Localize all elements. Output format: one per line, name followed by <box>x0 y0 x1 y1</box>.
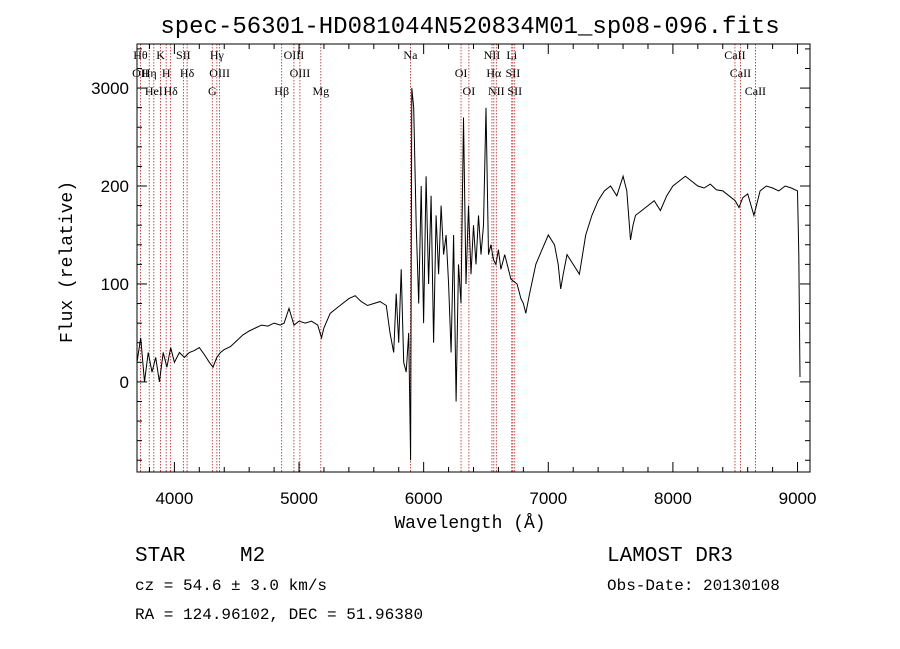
marker-label: Hη <box>142 66 157 80</box>
coordinates-text: RA = 124.96102, DEC = 51.96380 <box>135 606 423 624</box>
y-tick-label: 0 <box>120 373 129 392</box>
marker-label: G <box>208 84 217 98</box>
y-axis-ticks: 0 100 200 3000 <box>91 48 810 461</box>
marker-label: Hβ <box>274 84 289 98</box>
marker-label: OIII <box>284 48 305 62</box>
marker-label: Hα <box>486 66 502 80</box>
x-tick-label: 4000 <box>155 489 193 508</box>
y-axis-label: Flux (relative) <box>58 181 78 343</box>
marker-label: CaII <box>730 66 751 80</box>
marker-label: NII <box>488 84 505 98</box>
y-tick-label: 200 <box>101 177 129 196</box>
marker-label: Na <box>403 48 418 62</box>
marker-label: Hδ <box>180 66 195 80</box>
line-marker-labels: HθOIIHηHeIKHHδSIIHδGHγOIIIHβOIIIOIIIMgNa… <box>132 48 766 98</box>
y-tick-label: 3000 <box>91 79 129 98</box>
y-tick-label: 100 <box>101 275 129 294</box>
marker-label: K <box>156 48 165 62</box>
redshift-text: cz = 54.6 ± 3.0 km/s <box>135 577 327 595</box>
marker-label: HeI <box>145 84 163 98</box>
object-class: STAR <box>135 545 186 568</box>
survey-name: LAMOST DR3 <box>607 545 733 568</box>
x-axis-ticks: 4000 5000 6000 7000 8000 9000 <box>148 44 817 508</box>
marker-label: CaII <box>745 84 766 98</box>
marker-label: OIII <box>290 66 311 80</box>
x-tick-label: 6000 <box>405 489 443 508</box>
marker-label: OII <box>132 66 149 80</box>
marker-label: NII <box>484 48 501 62</box>
marker-label: Hθ <box>133 48 148 62</box>
x-tick-label: 8000 <box>654 489 692 508</box>
obs-date: Obs-Date: 20130108 <box>607 577 780 595</box>
line-markers <box>140 44 756 472</box>
chart-title: spec-56301-HD081044N520834M01_sp08-096.f… <box>160 14 779 41</box>
x-tick-label: 5000 <box>280 489 318 508</box>
spectrum-line <box>136 88 801 461</box>
plot-frame <box>136 43 811 473</box>
marker-label: SII <box>507 84 522 98</box>
marker-label: SII <box>176 48 191 62</box>
marker-label: CaII <box>724 48 745 62</box>
x-axis-label: Wavelength (Å) <box>394 513 545 534</box>
object-subclass: M2 <box>240 545 265 568</box>
marker-label: Mg <box>312 84 329 98</box>
marker-label: Li <box>506 48 517 62</box>
marker-label: OIII <box>209 66 230 80</box>
marker-label: H <box>162 66 171 80</box>
x-tick-label: 9000 <box>779 489 817 508</box>
x-tick-label: 7000 <box>529 489 567 508</box>
marker-label: SII <box>506 66 521 80</box>
marker-label: OI <box>455 66 468 80</box>
marker-label: Hδ <box>163 84 178 98</box>
marker-label: OI <box>463 84 476 98</box>
marker-label: Hγ <box>210 48 225 62</box>
